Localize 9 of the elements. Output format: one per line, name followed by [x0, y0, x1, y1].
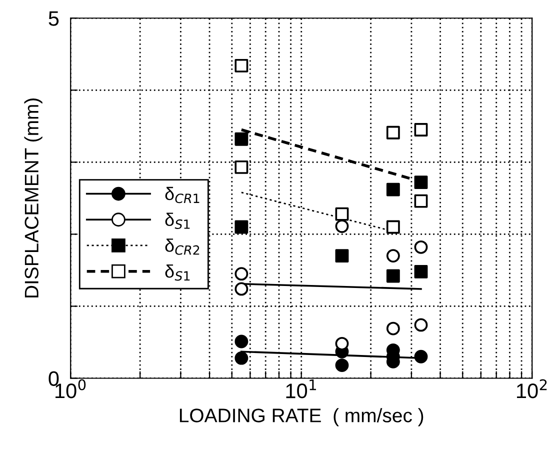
- x-tick-label: 10$^{2}$: [517, 379, 547, 398]
- x-axis-title: LOADING RATE ( mm/sec ): [180, 408, 424, 426]
- y-axis-title: DISPLACEMENT (mm): [24, 98, 42, 298]
- legend-label: δ$_{S1}$: [165, 264, 190, 281]
- x-tick-label: 10$^{1}$: [286, 379, 316, 398]
- legend-label: δ$_{CR1}$: [165, 186, 200, 204]
- legend-label: δ$_{CR2}$: [165, 238, 200, 255]
- legend-label: δ$_{S1}$: [165, 212, 190, 229]
- y-tick-label: 5: [48, 11, 59, 26]
